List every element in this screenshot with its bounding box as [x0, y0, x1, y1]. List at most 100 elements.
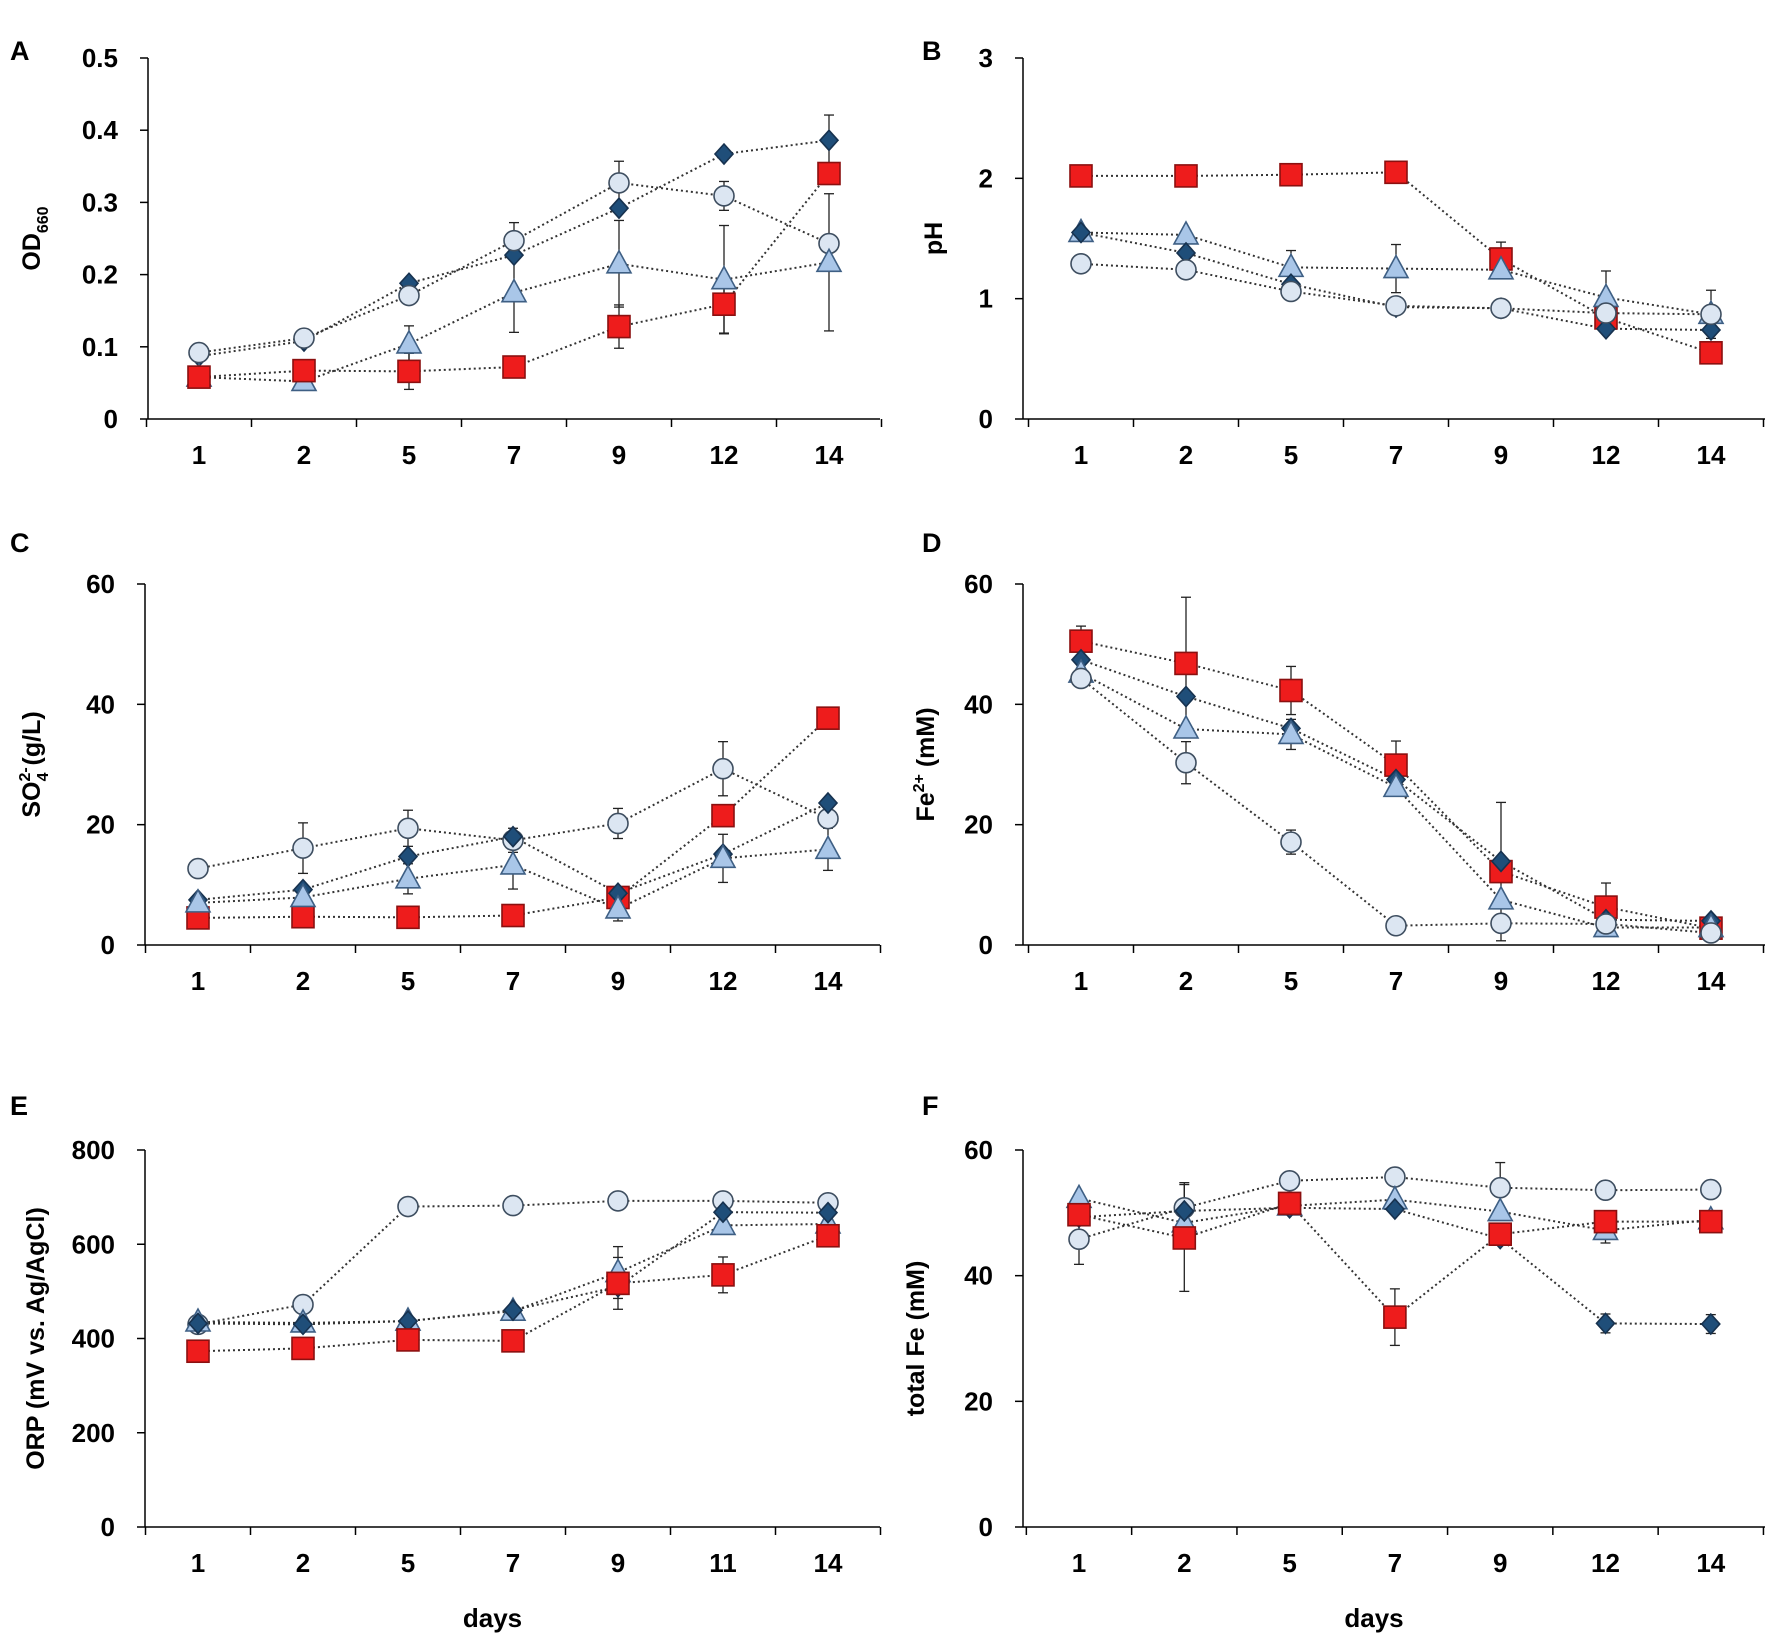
data-point-square — [397, 359, 421, 384]
data-point-square — [501, 903, 525, 928]
data-point-circle — [1489, 1176, 1511, 1199]
data-point-diamond — [1595, 1312, 1616, 1335]
y-tick-label: 60 — [964, 569, 993, 599]
y-tick-label: 1 — [979, 284, 993, 314]
panel-letter: B — [922, 36, 942, 66]
x-tick-label: 5 — [1284, 440, 1298, 470]
data-point-square — [606, 1271, 630, 1296]
markers-circle — [1068, 1166, 1722, 1251]
data-point-triangle — [394, 864, 422, 889]
x-tick-label: 2 — [297, 440, 311, 470]
markers-square — [186, 706, 840, 930]
y-tick-label: 60 — [86, 569, 115, 599]
data-point-square — [291, 904, 315, 929]
data-point-circle — [1700, 1178, 1722, 1201]
y-axis-label: SO2-4 (g/L) — [17, 711, 52, 817]
x-tick-label: 5 — [1282, 1548, 1296, 1578]
y-tick-label: 0.4 — [82, 115, 119, 145]
data-point-square — [1277, 1191, 1302, 1216]
data-point-circle — [503, 229, 525, 252]
data-point-triangle — [499, 850, 527, 875]
data-point-diamond — [817, 1201, 839, 1224]
x-tick-label: 5 — [401, 1548, 415, 1578]
y-tick-label: 0 — [979, 404, 993, 434]
y-tick-label: 0 — [979, 930, 993, 960]
data-point-circle — [293, 327, 315, 349]
data-point-diamond — [1700, 1312, 1721, 1336]
data-point-diamond — [608, 196, 630, 220]
data-point-triangle — [395, 329, 423, 354]
x-tick-label: 14 — [1696, 1548, 1725, 1578]
x-tick-label: 1 — [1074, 440, 1088, 470]
data-point-square — [816, 1223, 840, 1248]
data-point-square — [1593, 1209, 1618, 1234]
data-point-diamond — [292, 1313, 314, 1336]
x-tick-label: 14 — [1697, 966, 1726, 996]
series-line — [1080, 677, 1712, 934]
data-point-square — [712, 292, 736, 317]
y-tick-label: 0 — [101, 1512, 115, 1542]
data-point-square — [1172, 1226, 1197, 1250]
data-point-diamond — [818, 129, 840, 152]
x-tick-label: 9 — [611, 966, 625, 996]
data-point-diamond — [1384, 1197, 1405, 1221]
panel-letter: C — [10, 528, 30, 558]
x-tick-label: 12 — [710, 440, 739, 470]
data-point-triangle — [1486, 1196, 1514, 1222]
x-tick-label: 5 — [402, 440, 416, 470]
data-point-square — [396, 1328, 420, 1352]
data-point-diamond — [713, 142, 735, 166]
x-tick-label: 5 — [1284, 966, 1298, 996]
x-tick-label: 5 — [401, 966, 415, 996]
x-tick-label: 7 — [507, 440, 521, 470]
x-tick-label: 11 — [709, 1548, 737, 1578]
panel-letter: E — [10, 1091, 28, 1121]
y-tick-label: 0 — [101, 930, 115, 960]
data-point-triangle — [1277, 719, 1305, 745]
data-point-circle — [1385, 295, 1407, 317]
markers-circle — [1070, 252, 1722, 326]
data-point-diamond — [1700, 318, 1722, 342]
y-axis-label: OD660 — [18, 206, 52, 270]
data-point-triangle — [605, 249, 633, 274]
x-tick-label: 1 — [1072, 1548, 1086, 1578]
x-tick-label: 9 — [612, 440, 626, 470]
x-tick-label: 7 — [506, 966, 520, 996]
data-point-diamond — [187, 1312, 209, 1335]
data-point-square — [1067, 1202, 1091, 1227]
data-point-square — [1174, 651, 1198, 676]
x-tick-label: 9 — [1494, 440, 1508, 470]
data-point-square — [501, 1329, 525, 1353]
data-point-circle — [1175, 258, 1197, 281]
data-point-circle — [397, 817, 419, 840]
series-circle — [1080, 677, 1712, 934]
data-point-square — [1174, 164, 1198, 188]
panel-e: E 0 200 400 600 800 1 2 5 7 9 11 14 ORP (mV vs. Ag/Ag… — [10, 1091, 882, 1633]
data-point-triangle — [289, 882, 317, 908]
data-point-diamond — [397, 845, 419, 868]
data-point-diamond — [1595, 317, 1617, 340]
data-point-circle — [608, 172, 630, 194]
data-point-circle — [1700, 922, 1722, 944]
x-tick-label: 14 — [1697, 440, 1726, 470]
y-tick-label: 400 — [72, 1324, 115, 1354]
y-tick-label: 20 — [964, 810, 993, 840]
data-point-diamond — [817, 791, 839, 815]
data-point-square — [1279, 162, 1303, 187]
data-point-square — [502, 355, 526, 379]
data-point-square — [1699, 341, 1723, 365]
data-point-triangle — [604, 894, 632, 919]
data-point-triangle — [1487, 255, 1515, 280]
y-tick-label: 20 — [964, 1386, 993, 1416]
x-tick-label: 9 — [1493, 1548, 1507, 1578]
markers-square — [187, 161, 841, 389]
y-tick-label: 40 — [86, 689, 115, 719]
x-tick-label: 12 — [1592, 440, 1621, 470]
data-point-square — [187, 365, 211, 389]
data-point-triangle — [1487, 885, 1515, 910]
y-tick-label: 3 — [979, 43, 993, 73]
x-tick-label: 2 — [1179, 966, 1193, 996]
